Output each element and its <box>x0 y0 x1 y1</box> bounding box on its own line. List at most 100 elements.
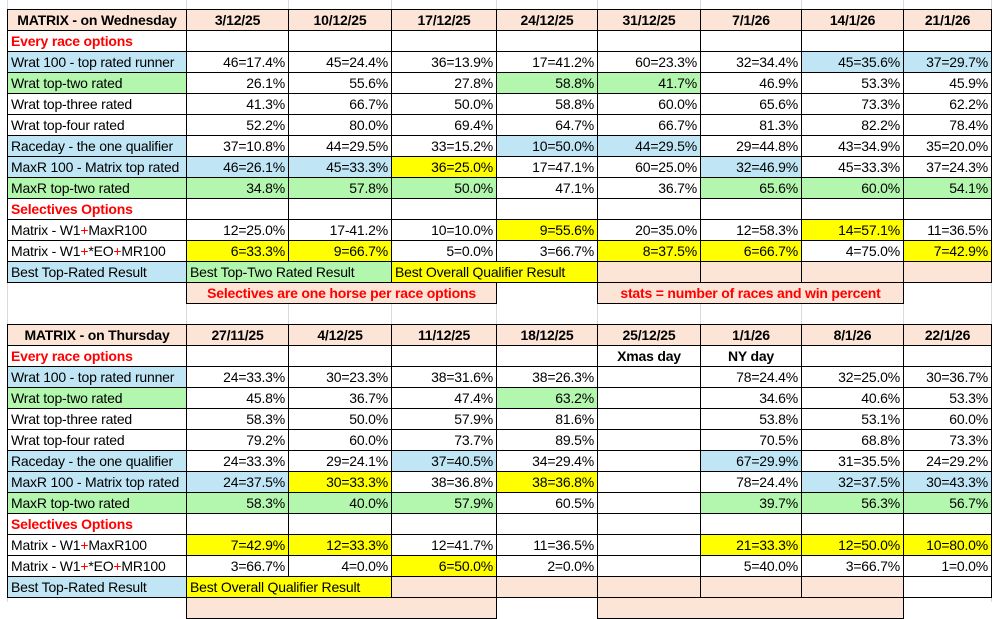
stat-cell[interactable]: 45=33.3% <box>288 156 392 178</box>
stat-cell[interactable] <box>391 345 497 367</box>
stat-cell[interactable]: 34.8% <box>186 177 289 199</box>
day-note[interactable]: Xmas day <box>597 345 701 367</box>
stat-cell[interactable]: 78.4% <box>903 114 992 136</box>
stat-cell[interactable]: 45.9% <box>903 72 992 94</box>
stat-cell[interactable]: 7=42.9% <box>903 240 992 262</box>
stat-cell[interactable] <box>186 513 289 535</box>
stat-cell[interactable]: 32=34.4% <box>700 51 802 73</box>
stat-cell[interactable]: 60.0% <box>801 177 904 199</box>
stat-cell[interactable] <box>597 555 701 577</box>
table-title[interactable]: MATRIX - on Wednesday <box>7 9 187 31</box>
row-label[interactable]: Wrat top-two rated <box>7 387 187 409</box>
stat-cell[interactable]: 53.3% <box>903 387 992 409</box>
stat-cell[interactable]: 24=37.5% <box>186 471 289 493</box>
stat-cell[interactable]: 60=25.0% <box>597 156 701 178</box>
stat-cell[interactable]: 41.3% <box>186 93 289 115</box>
row-label[interactable]: Wrat top-two rated <box>7 72 187 94</box>
stat-cell[interactable]: 58.3% <box>186 408 289 430</box>
row-label[interactable]: Wrat top-three rated <box>7 93 187 115</box>
stat-cell[interactable] <box>700 30 802 52</box>
empty-cell[interactable] <box>496 576 598 598</box>
stat-cell[interactable]: 45.8% <box>186 387 289 409</box>
row-label[interactable]: MaxR top-two rated <box>7 177 187 199</box>
stat-cell[interactable]: 50.0% <box>288 408 392 430</box>
stat-cell[interactable] <box>186 345 289 367</box>
empty-cell[interactable] <box>597 576 701 598</box>
stat-cell[interactable]: 20=35.0% <box>597 219 701 241</box>
stat-cell[interactable]: 31=35.5% <box>801 450 904 472</box>
stat-cell[interactable]: 29=44.8% <box>700 135 802 157</box>
stat-cell[interactable]: 52.2% <box>186 114 289 136</box>
date-header[interactable]: 31/12/25 <box>597 9 701 31</box>
stat-cell[interactable]: 32=25.0% <box>801 366 904 388</box>
stat-cell[interactable]: 56.7% <box>903 492 992 514</box>
stat-cell[interactable]: 30=33.3% <box>288 471 392 493</box>
stat-cell[interactable]: 82.2% <box>801 114 904 136</box>
stat-cell[interactable]: 12=33.3% <box>288 534 392 556</box>
legend-cell[interactable]: Best Top-Two Rated Result <box>186 261 392 283</box>
day-note[interactable]: NY day <box>700 345 802 367</box>
stat-cell[interactable]: 47.1% <box>496 177 598 199</box>
stat-cell[interactable]: 32=46.9% <box>700 156 802 178</box>
stat-cell[interactable]: 30=36.7% <box>903 366 992 388</box>
empty-cell[interactable] <box>801 576 904 598</box>
date-header[interactable]: 3/12/25 <box>186 9 289 31</box>
stat-cell[interactable]: 53.8% <box>700 408 802 430</box>
stat-cell[interactable]: 17=47.1% <box>496 156 598 178</box>
stat-cell[interactable]: 73.7% <box>391 429 497 451</box>
stat-cell[interactable]: 12=41.7% <box>391 534 497 556</box>
row-label[interactable]: Raceday - the one qualifier <box>7 135 187 157</box>
stat-cell[interactable]: 30=23.3% <box>288 366 392 388</box>
row-label[interactable]: Matrix - W1+*EO+MR100 <box>7 240 187 262</box>
stat-cell[interactable] <box>597 408 701 430</box>
note-selectives[interactable]: Selectives are one horse per race option… <box>186 282 497 304</box>
stat-cell[interactable]: 55.6% <box>288 72 392 94</box>
empty-cell[interactable] <box>903 261 992 283</box>
stat-cell[interactable]: 44=29.5% <box>597 135 701 157</box>
stat-cell[interactable]: 58.8% <box>496 93 598 115</box>
row-label[interactable]: Matrix - W1+MaxR100 <box>7 219 187 241</box>
legend-cell[interactable]: Best Overall Qualifier Result <box>391 261 598 283</box>
stat-cell[interactable]: 3=66.7% <box>186 555 289 577</box>
stat-cell[interactable] <box>186 198 289 220</box>
row-label[interactable]: MaxR 100 - Matrix top rated <box>7 471 187 493</box>
stat-cell[interactable]: 81.3% <box>700 114 802 136</box>
stat-cell[interactable]: 46.9% <box>700 72 802 94</box>
stat-cell[interactable] <box>597 366 701 388</box>
stat-cell[interactable] <box>903 345 992 367</box>
stat-cell[interactable]: 60=23.3% <box>597 51 701 73</box>
row-label[interactable]: Wrat top-four rated <box>7 429 187 451</box>
stat-cell[interactable]: 6=66.7% <box>700 240 802 262</box>
stat-cell[interactable]: 24=33.3% <box>186 366 289 388</box>
stat-cell[interactable]: 3=66.7% <box>496 240 598 262</box>
stat-cell[interactable]: 9=55.6% <box>496 219 598 241</box>
stat-cell[interactable] <box>496 513 598 535</box>
stat-cell[interactable]: 62.2% <box>903 93 992 115</box>
stat-cell[interactable]: 39.7% <box>700 492 802 514</box>
date-header[interactable]: 24/12/25 <box>496 9 598 31</box>
stat-cell[interactable]: 60.0% <box>597 93 701 115</box>
stat-cell[interactable] <box>597 30 701 52</box>
stat-cell[interactable]: 36.7% <box>288 387 392 409</box>
stat-cell[interactable]: 57.9% <box>391 408 497 430</box>
empty-cell[interactable] <box>700 576 802 598</box>
date-header[interactable]: 14/1/26 <box>801 9 904 31</box>
stat-cell[interactable] <box>391 198 497 220</box>
stat-cell[interactable]: 57.8% <box>288 177 392 199</box>
stat-cell[interactable]: 3=66.7% <box>801 555 904 577</box>
stat-cell[interactable]: 89.5% <box>496 429 598 451</box>
stat-cell[interactable] <box>288 198 392 220</box>
date-header[interactable]: 25/12/25 <box>597 324 701 346</box>
date-header[interactable]: 21/1/26 <box>903 9 992 31</box>
stat-cell[interactable]: 10=80.0% <box>903 534 992 556</box>
stat-cell[interactable]: 7=42.9% <box>186 534 289 556</box>
stat-cell[interactable]: 43=34.9% <box>801 135 904 157</box>
row-label[interactable]: Matrix - W1+MaxR100 <box>7 534 187 556</box>
stat-cell[interactable]: 5=0.0% <box>391 240 497 262</box>
empty-cell[interactable] <box>597 261 701 283</box>
date-header[interactable]: 17/12/25 <box>391 9 497 31</box>
stat-cell[interactable] <box>496 345 598 367</box>
stat-cell[interactable]: 60.5% <box>496 492 598 514</box>
note-selectives[interactable] <box>186 597 497 619</box>
stat-cell[interactable]: 63.2% <box>496 387 598 409</box>
